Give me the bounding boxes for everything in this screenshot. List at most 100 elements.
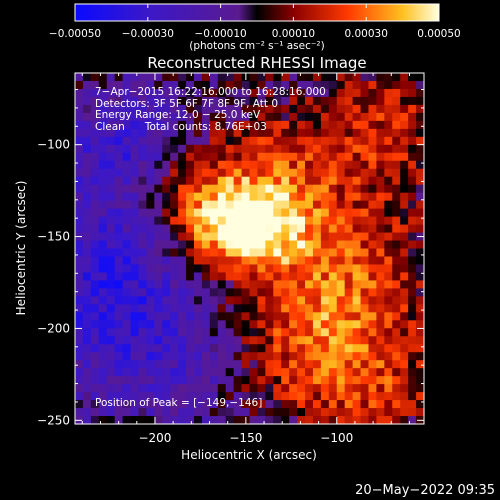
heatmap-cell: [233, 176, 243, 186]
heatmap-cell: [265, 96, 274, 106]
heatmap-cell: [241, 208, 251, 218]
heatmap-cell: [233, 160, 243, 170]
heatmap-cell: [170, 384, 179, 393]
heatmap-cell: [75, 400, 84, 409]
heatmap-cell: [233, 80, 243, 90]
heatmap-cell: [106, 328, 116, 337]
heatmap-cell: [416, 128, 425, 138]
heatmap-cell: [257, 304, 266, 313]
heatmap-cell: [82, 112, 92, 122]
heatmap-cell: [98, 144, 108, 154]
heatmap-cell: [178, 272, 187, 282]
heatmap-cell: [408, 73, 417, 82]
heatmap-cell: [82, 320, 92, 329]
heatmap-cell: [170, 120, 179, 130]
heatmap-cell: [98, 392, 108, 401]
heatmap-cell: [305, 152, 314, 162]
heatmap-cell: [114, 296, 124, 305]
heatmap-cell: [82, 136, 92, 146]
heatmap-cell: [336, 272, 346, 282]
heatmap-cell: [241, 288, 251, 297]
heatmap-cell: [170, 192, 179, 202]
heatmap-cell: [400, 216, 409, 226]
heatmap-cell: [320, 360, 330, 369]
heatmap-cell: [320, 416, 330, 425]
heatmap-cell: [360, 168, 370, 178]
heatmap-cell: [416, 80, 425, 90]
heatmap-cell: [360, 248, 370, 258]
heatmap-cell: [130, 368, 140, 377]
heatmap-cell: [122, 168, 132, 178]
heatmap-cell: [186, 376, 195, 385]
heatmap-cell: [360, 272, 370, 282]
heatmap-cell: [122, 88, 132, 98]
heatmap-cell: [273, 216, 282, 226]
heatmap-cell: [368, 328, 378, 337]
heatmap-cell: [336, 280, 346, 289]
heatmap-cell: [400, 160, 409, 170]
heatmap-cell: [146, 312, 155, 321]
heatmap-cell: [408, 416, 417, 425]
heatmap-cell: [162, 264, 171, 274]
heatmap-cell: [392, 192, 401, 202]
heatmap-cell: [90, 176, 100, 186]
heatmap-cell: [130, 104, 140, 114]
heatmap-cell: [146, 416, 155, 425]
heatmap-cell: [400, 288, 409, 297]
heatmap-cell: [249, 168, 259, 178]
heatmap-cell: [106, 344, 116, 353]
heatmap-cell: [178, 73, 187, 82]
heatmap-cell: [162, 232, 171, 242]
heatmap-cell: [384, 336, 393, 345]
heatmap-cell: [257, 248, 266, 258]
heatmap-cell: [289, 88, 298, 98]
heatmap-cell: [320, 144, 330, 154]
heatmap-cell: [408, 120, 417, 130]
heatmap-cell: [305, 264, 314, 274]
heatmap-cell: [257, 96, 266, 106]
heatmap-cell: [154, 160, 163, 170]
heatmap-cell: [154, 400, 163, 409]
heatmap-cell: [90, 312, 100, 321]
heatmap-cell: [408, 232, 417, 242]
heatmap-cell: [320, 73, 330, 82]
heatmap-cell: [209, 344, 219, 353]
heatmap-cell: [344, 400, 354, 409]
heatmap-cell: [106, 400, 116, 409]
heatmap-cell: [352, 256, 362, 266]
clean-counts-text: Clean Total counts: 8.76E+03: [95, 120, 267, 133]
heatmap-cell: [98, 104, 108, 114]
heatmap-cell: [320, 400, 330, 409]
heatmap-cell: [162, 120, 171, 130]
heatmap-cell: [209, 296, 219, 305]
heatmap-cell: [297, 216, 306, 226]
heatmap-cell: [146, 400, 155, 409]
heatmap-cell: [312, 73, 322, 82]
heatmap-cell: [376, 368, 385, 377]
heatmap-cell: [193, 328, 203, 337]
heatmap-cell: [130, 272, 140, 282]
heatmap-cell: [328, 216, 338, 226]
heatmap-cell: [289, 104, 298, 114]
heatmap-cell: [122, 160, 132, 170]
heatmap-cell: [130, 304, 140, 313]
heatmap-cell: [201, 360, 211, 369]
heatmap-cell: [201, 104, 211, 114]
heatmap-cell: [360, 224, 370, 234]
heatmap-cell: [122, 120, 132, 130]
heatmap-cell: [416, 336, 425, 345]
heatmap-cell: [170, 200, 179, 210]
heatmap-cell: [186, 408, 195, 417]
colorbar-tick-labels: −0.00050 −0.00030 −0.00010 0.00010 0.00030 0.…: [49, 28, 461, 40]
heatmap-cell: [193, 288, 203, 297]
heatmap-cell: [98, 73, 108, 82]
heatmap-cell: [273, 392, 282, 401]
heatmap-cell: [217, 392, 227, 401]
heatmap-cell: [384, 128, 393, 138]
heatmap-cell: [384, 320, 393, 329]
heatmap-cell: [130, 400, 140, 409]
heatmap-cell: [289, 416, 298, 425]
heatmap-cell: [305, 112, 314, 122]
heatmap-cell: [305, 128, 314, 138]
heatmap-cell: [289, 400, 298, 409]
